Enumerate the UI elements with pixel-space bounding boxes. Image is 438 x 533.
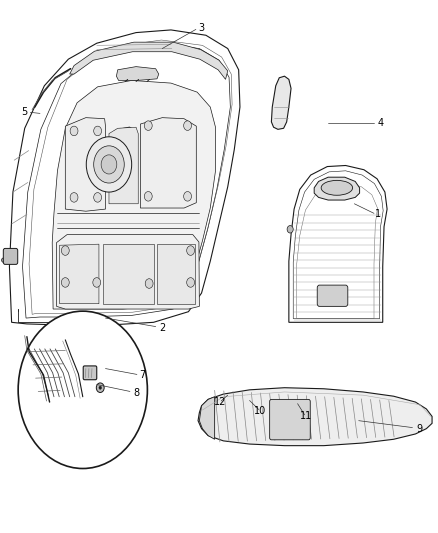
Polygon shape [314,177,360,200]
Polygon shape [109,127,138,204]
Text: 3: 3 [198,23,205,34]
Circle shape [101,155,117,174]
Polygon shape [57,235,199,309]
Circle shape [145,191,152,201]
Polygon shape [103,244,153,304]
Circle shape [61,278,69,287]
Circle shape [96,383,104,392]
FancyBboxPatch shape [83,366,97,379]
Polygon shape [141,118,196,208]
Circle shape [184,121,191,131]
Ellipse shape [321,180,353,195]
Polygon shape [117,67,159,80]
Polygon shape [289,165,387,322]
Circle shape [94,126,102,136]
Circle shape [94,146,124,183]
Circle shape [187,246,194,255]
Polygon shape [77,314,99,325]
Polygon shape [198,387,432,446]
Circle shape [94,192,102,202]
Polygon shape [60,244,99,304]
Text: 11: 11 [300,411,312,422]
Text: 10: 10 [254,406,267,416]
Text: 1: 1 [375,209,381,220]
Polygon shape [10,30,240,325]
Circle shape [145,121,152,131]
Text: 8: 8 [133,388,139,398]
Circle shape [86,137,132,192]
Circle shape [2,258,5,262]
Text: 4: 4 [378,118,384,128]
Circle shape [93,278,101,287]
Polygon shape [157,244,195,304]
Polygon shape [70,42,228,79]
Text: 12: 12 [214,397,226,407]
Circle shape [287,225,293,233]
Circle shape [145,279,153,288]
Polygon shape [65,118,106,211]
Polygon shape [199,397,215,439]
FancyBboxPatch shape [317,285,348,306]
Circle shape [99,386,102,389]
FancyBboxPatch shape [4,248,18,264]
Polygon shape [52,80,215,309]
Text: 9: 9 [416,424,422,434]
Text: 5: 5 [21,107,28,117]
Circle shape [70,192,78,202]
Circle shape [18,311,148,469]
Text: 7: 7 [139,370,146,381]
Text: 2: 2 [159,322,166,333]
Circle shape [187,278,194,287]
FancyBboxPatch shape [270,399,310,440]
Circle shape [61,246,69,255]
Circle shape [70,126,78,136]
Polygon shape [272,76,291,130]
Circle shape [184,191,191,201]
